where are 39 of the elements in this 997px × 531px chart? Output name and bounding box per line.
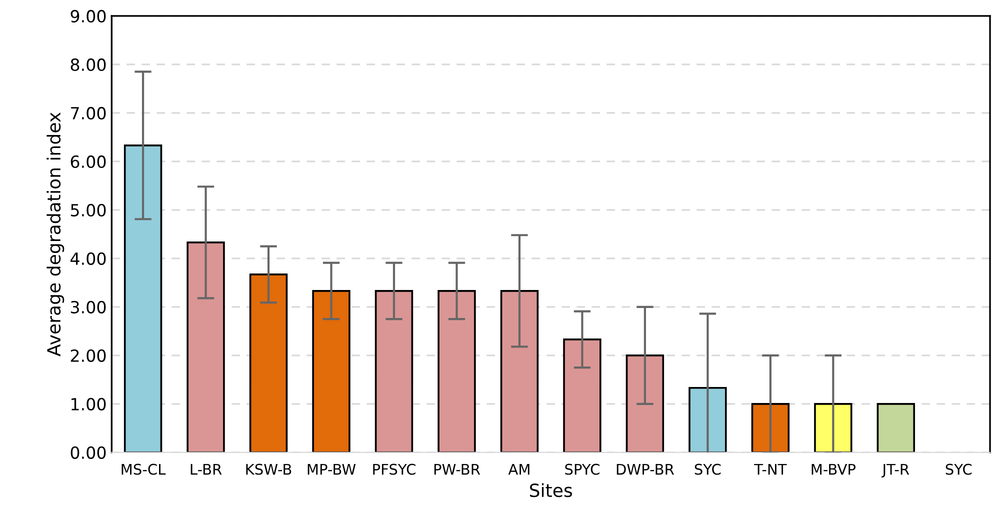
y-tick-label: 4.00 <box>70 252 106 265</box>
x-tick-label: MS-CL <box>122 464 166 475</box>
bar <box>751 403 790 452</box>
bar <box>688 387 727 452</box>
x-tick-label: SYC <box>946 464 972 475</box>
bar <box>563 338 602 452</box>
bar <box>124 144 162 452</box>
y-tick-label: 9.00 <box>70 10 106 22</box>
x-tick-label: PW-BR <box>434 464 480 475</box>
x-tick-label: KSW-B <box>246 464 292 475</box>
y-tick-label: 2.00 <box>70 349 106 362</box>
bar <box>814 403 852 452</box>
x-tick-label: SYC <box>694 464 721 475</box>
y-tick-label: 0.00 <box>70 446 106 459</box>
x-tick-label: JT-R <box>882 464 910 478</box>
bar <box>186 242 225 452</box>
bar <box>312 290 350 452</box>
y-tick-label: 3.00 <box>70 300 106 314</box>
x-tick-label: T-NT <box>754 464 787 475</box>
bar <box>626 354 664 452</box>
bar <box>876 403 916 452</box>
y-tick-label: 6.00 <box>70 155 106 168</box>
bar <box>500 290 539 452</box>
bar <box>249 274 288 452</box>
x-tick-label: AM <box>508 464 530 475</box>
y-tick-label: 8.00 <box>70 58 106 71</box>
bar <box>438 290 476 452</box>
x-tick-label: DWP-BR <box>616 464 674 475</box>
y-tick-label: 5.00 <box>70 204 106 216</box>
y-axis-title: Average degradation index <box>46 112 64 356</box>
x-tick-label: MP-BW <box>308 464 356 475</box>
y-tick-label: 7.00 <box>71 106 106 120</box>
x-tick-label: SPYC <box>565 464 600 475</box>
x-tick-label: M-BVP <box>812 464 856 475</box>
x-tick-label: L-BR <box>190 464 222 475</box>
bar <box>374 290 414 452</box>
x-tick-label: PFSYC <box>373 464 416 475</box>
x-axis-title: Sites <box>530 483 572 498</box>
y-tick-label: 1.00 <box>72 398 106 410</box>
